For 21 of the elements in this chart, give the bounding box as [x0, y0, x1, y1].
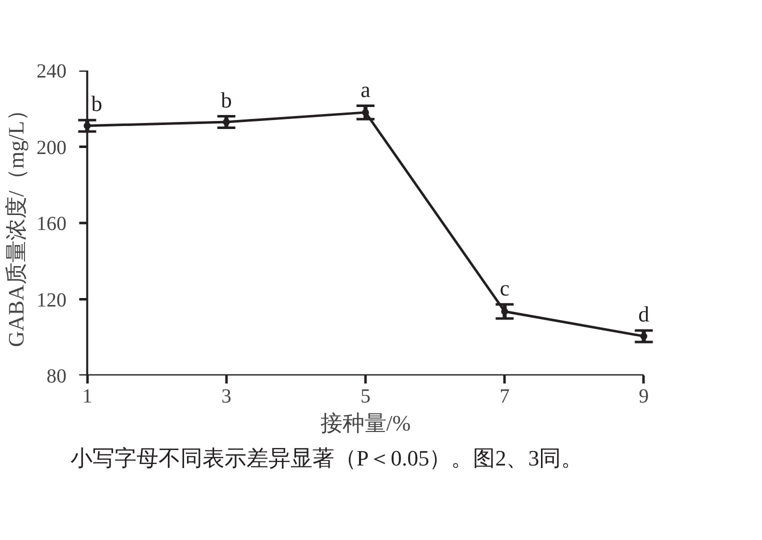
annotation: b: [220, 87, 232, 112]
y-tick-label: 160: [36, 213, 66, 235]
text: 小写字母不同表示差异显著（P＜0.05）。图2、3同。: [70, 446, 584, 470]
y-tick-label: 80: [46, 366, 66, 388]
y-tick-label: 240: [36, 60, 66, 82]
annotation: a: [360, 76, 371, 102]
y-axis-title: GABA质量浓度/（mg/L）: [4, 98, 28, 348]
x-tick-label: 1: [82, 386, 92, 408]
x-tick-label: 5: [360, 386, 370, 408]
y-tick-label: 200: [36, 136, 66, 159]
annotation: c: [500, 275, 510, 300]
x-tick-label: 3: [221, 386, 232, 408]
x-tick-label: 7: [500, 386, 510, 408]
y-tick-label: 120: [36, 289, 66, 312]
point: [501, 308, 508, 315]
point: [362, 108, 369, 116]
x-tick-label: 9: [638, 386, 649, 408]
annotation: d: [638, 302, 650, 327]
x-axis-title: 接种量/%: [320, 410, 411, 436]
point: [222, 118, 230, 126]
annotation: b: [91, 91, 102, 116]
